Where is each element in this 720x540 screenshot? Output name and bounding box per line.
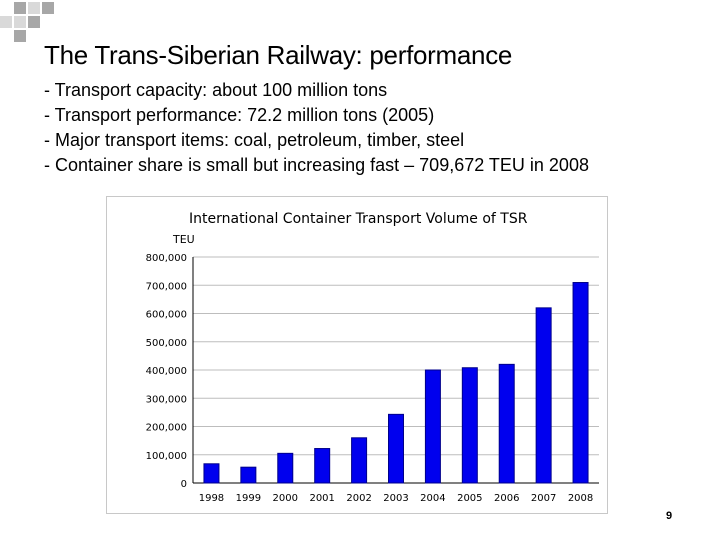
x-tick-label: 2008 <box>568 493 593 504</box>
deco-square <box>28 16 40 28</box>
deco-square <box>14 16 26 28</box>
bar-2000 <box>277 452 294 484</box>
deco-square <box>14 30 26 42</box>
x-tick-label: 2000 <box>273 493 298 504</box>
y-tick-label: 500,000 <box>146 338 187 349</box>
bar-2004 <box>424 369 441 484</box>
x-tick-label: 2007 <box>531 493 556 504</box>
bullet-item: - Transport performance: 72.2 million to… <box>44 105 435 125</box>
deco-square <box>14 2 26 14</box>
bar-2006 <box>498 363 515 484</box>
container-volume-chart: International Container Transport Volume… <box>146 211 599 504</box>
y-axis-label: TEU <box>172 233 195 246</box>
deco-square <box>28 2 40 14</box>
page-number: 9 <box>666 510 673 522</box>
bar-2002 <box>351 437 368 484</box>
x-tick-label: 1998 <box>199 493 224 504</box>
bullet-list: - Transport capacity: about 100 million … <box>44 78 589 178</box>
bullet-item: - Container share is small but increasin… <box>44 155 589 175</box>
y-tick-label: 600,000 <box>146 310 187 321</box>
x-tick-label: 2006 <box>494 493 519 504</box>
y-tick-label: 400,000 <box>146 366 187 377</box>
chart-frame: International Container Transport Volume… <box>106 196 608 514</box>
bar-1998 <box>203 463 220 484</box>
y-tick-label: 300,000 <box>146 394 187 405</box>
y-tick-label: 200,000 <box>146 423 187 434</box>
slide-title: The Trans-Siberian Railway: performance <box>44 40 513 70</box>
y-tick-label: 100,000 <box>146 451 187 462</box>
chart-title: International Container Transport Volume… <box>189 211 528 227</box>
bar-2003 <box>388 413 404 484</box>
x-tick-label: 2005 <box>457 493 482 504</box>
bullet-item: - Major transport items: coal, petroleum… <box>44 130 465 150</box>
x-tick-label: 1999 <box>236 493 261 504</box>
bar-2008 <box>572 282 589 484</box>
bar-2001 <box>314 448 331 484</box>
y-tick-label: 800,000 <box>146 253 187 264</box>
y-tick-label: 700,000 <box>146 281 187 292</box>
x-tick-label: 2002 <box>346 493 371 504</box>
bar-2007 <box>535 307 552 484</box>
x-tick-label: 2004 <box>420 493 445 504</box>
y-tick-label: 0 <box>181 479 187 490</box>
x-tick-label: 2003 <box>383 493 408 504</box>
decorative-checker-pattern <box>0 0 62 42</box>
bar-2005 <box>461 367 478 484</box>
deco-square <box>42 2 54 14</box>
x-tick-label: 2001 <box>309 493 334 504</box>
bullet-item: - Transport capacity: about 100 million … <box>44 80 388 100</box>
bar-1999 <box>240 466 257 484</box>
deco-square <box>0 16 12 28</box>
